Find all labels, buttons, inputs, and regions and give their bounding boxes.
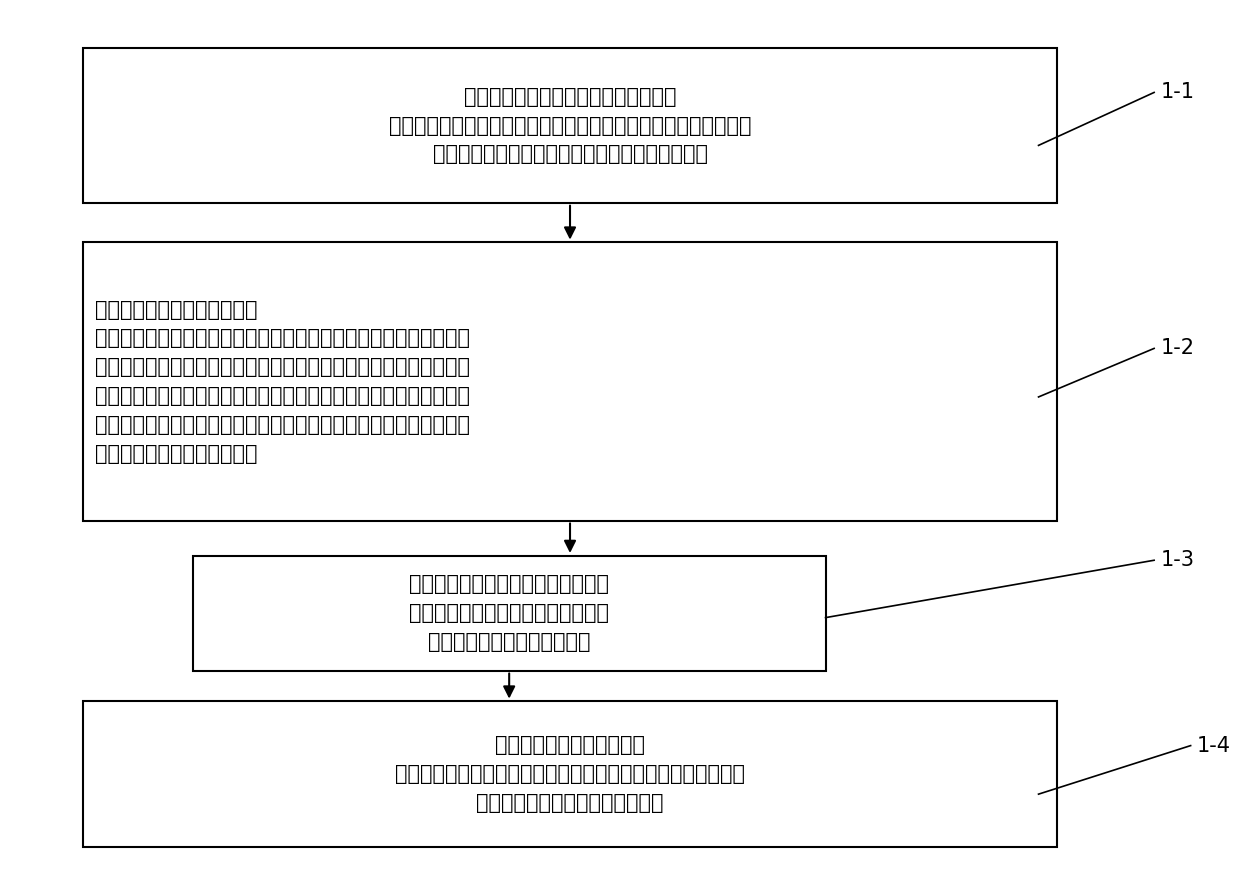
Bar	[83, 48, 1056, 203]
Text: 在系统后台录入空调房间内温度检测
器、房间、建筑和所在地区的位置关
系，并存储到系统后台服务器: 在系统后台录入空调房间内温度检测 器、房间、建筑和所在地区的位置关 系，并存储到…	[409, 575, 609, 652]
Bar	[83, 701, 1056, 847]
Text: 设置移动式数据收集装置，
供检查人员定期采集附近温度检测器的数据，并通过公共无线或
有线网络传输到系统后台服务器。: 设置移动式数据收集装置， 供检查人员定期采集附近温度检测器的数据，并通过公共无线…	[396, 735, 745, 813]
Text: 1-1: 1-1	[1161, 83, 1194, 102]
Text: 1-4: 1-4	[1197, 736, 1231, 756]
Bar	[83, 242, 1056, 520]
Text: 在装有空调的房间内安装温度检测器。
温度检测器定时检测室内温度，并存储在自身记忆电路中。此温度
检测器还能通过近距离无线网络与外部设备通讯。: 在装有空调的房间内安装温度检测器。 温度检测器定时检测室内温度，并存储在自身记忆…	[389, 86, 751, 164]
Text: 预先架设的系统后台服务器，
用于获取并存储各个待检测空调房间所在地区在不同时间点的外部环
境温度，接收、存储各个房间内温度检测器的历史温度数据，以及自
动统计分: 预先架设的系统后台服务器， 用于获取并存储各个待检测空调房间所在地区在不同时间点…	[95, 299, 470, 463]
Bar	[192, 556, 826, 671]
Text: 1-3: 1-3	[1161, 551, 1194, 570]
Text: 1-2: 1-2	[1161, 339, 1194, 358]
